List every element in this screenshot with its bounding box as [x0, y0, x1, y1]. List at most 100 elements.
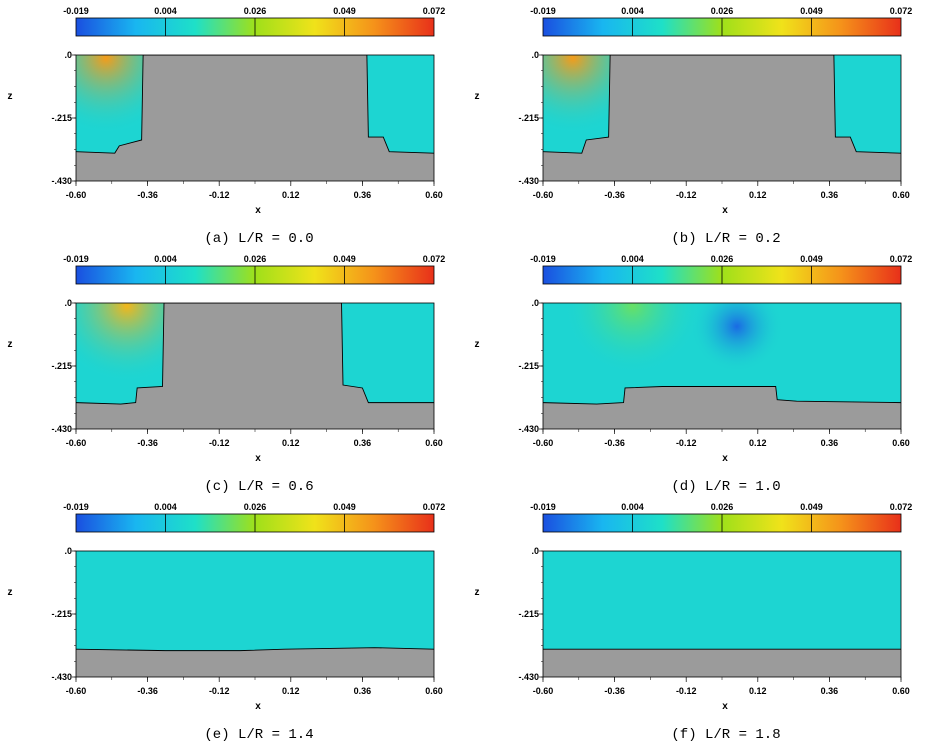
y-axis-label: z [475, 587, 480, 598]
x-tick-label: 0.60 [425, 190, 443, 200]
panel-caption: (e) L/R = 1.4 [204, 727, 313, 741]
y-tick-label: .0 [531, 298, 539, 308]
y-axis-label: z [8, 587, 13, 598]
x-tick-label: 0.60 [892, 686, 910, 696]
y-tick-label: .0 [531, 546, 539, 556]
x-tick-label: -0.60 [66, 438, 87, 448]
x-axis-label: x [255, 205, 261, 216]
field-layer [76, 55, 434, 181]
field-layer [543, 55, 901, 181]
y-tick-label: -.215 [518, 609, 539, 619]
x-tick-label: 0.12 [282, 190, 300, 200]
colorbar-tick-label: 0.072 [423, 6, 446, 16]
x-tick-label: -0.12 [209, 686, 230, 696]
colorbar-tick-label: 0.049 [800, 6, 823, 16]
field-layer [543, 303, 901, 429]
x-axis-label: x [722, 701, 728, 712]
y-tick-label: -.215 [518, 361, 539, 371]
x-tick-label: -0.36 [137, 190, 158, 200]
colorbar-tick-label: 0.004 [154, 502, 177, 512]
colorbar-tick-label: 0.004 [621, 502, 644, 512]
colorbar-tick-label: -0.019 [63, 6, 89, 16]
x-axis-label: x [255, 701, 261, 712]
y-tick-label: -.215 [518, 113, 539, 123]
colorbar-tick-label: -0.019 [530, 6, 556, 16]
colorbar-tick-label: 0.072 [423, 502, 446, 512]
solid-region [543, 649, 901, 677]
panel-caption: (f) L/R = 1.8 [671, 727, 780, 741]
x-tick-label: 0.60 [892, 438, 910, 448]
colorbar-tick-label: 0.049 [333, 502, 356, 512]
x-tick-label: 0.36 [821, 686, 839, 696]
x-tick-label: 0.12 [282, 686, 300, 696]
panel-caption: (d) L/R = 1.0 [671, 479, 780, 495]
colorbar-tick-label: -0.019 [530, 502, 556, 512]
field-layer [76, 551, 434, 677]
solid-region [543, 386, 901, 429]
x-tick-label: 0.12 [749, 686, 767, 696]
colorbar-tick-label: 0.004 [154, 6, 177, 16]
x-tick-label: 0.12 [749, 190, 767, 200]
x-tick-label: 0.36 [354, 190, 372, 200]
x-tick-label: -0.60 [66, 686, 87, 696]
x-tick-label: -0.60 [533, 190, 554, 200]
panel-b: -0.019 0.004 0.026 0.049 0.072 .0 -.215 -.430 z -… [475, 6, 913, 247]
x-tick-label: -0.36 [604, 686, 625, 696]
solid-region [76, 647, 434, 677]
y-axis-label: z [8, 339, 13, 350]
colorbar-tick-label: 0.049 [333, 254, 356, 264]
colorbar-tick-label: 0.049 [333, 6, 356, 16]
x-tick-label: -0.60 [533, 686, 554, 696]
bed-outline [76, 647, 434, 652]
colorbar-tick-label: 0.072 [423, 254, 446, 264]
bed-outline [543, 55, 901, 154]
panel-e: -0.019 0.004 0.026 0.049 0.072 .0 -.215 -.430 z -… [8, 502, 446, 741]
x-tick-label: -0.12 [676, 190, 697, 200]
x-tick-label: -0.12 [209, 190, 230, 200]
panel-caption: (a) L/R = 0.0 [204, 231, 313, 247]
colorbar-tick-label: 0.026 [711, 6, 734, 16]
x-tick-label: 0.60 [425, 438, 443, 448]
x-tick-label: 0.60 [425, 686, 443, 696]
panel-c: -0.019 0.004 0.026 0.049 0.072 .0 -.215 -.430 z -… [8, 254, 446, 495]
x-tick-label: 0.12 [282, 438, 300, 448]
x-tick-label: -0.60 [66, 190, 87, 200]
x-tick-label: -0.12 [676, 686, 697, 696]
y-tick-label: -.215 [51, 113, 72, 123]
bed-outline [76, 303, 434, 405]
y-tick-label: -.430 [51, 176, 72, 186]
colorbar-tick-label: 0.004 [621, 254, 644, 264]
x-tick-label: 0.36 [821, 438, 839, 448]
x-tick-label: 0.12 [749, 438, 767, 448]
colorbar-tick-label: 0.072 [890, 6, 913, 16]
colorbar-tick-label: -0.019 [63, 254, 89, 264]
colorbar-tick-label: -0.019 [63, 502, 89, 512]
colorbar-tick-label: 0.026 [711, 254, 734, 264]
y-tick-label: -.430 [518, 176, 539, 186]
y-tick-label: -.430 [51, 424, 72, 434]
x-tick-label: 0.36 [354, 438, 372, 448]
panel-caption: (b) L/R = 0.2 [671, 231, 780, 247]
y-tick-label: .0 [64, 546, 72, 556]
colorbar-tick-label: 0.049 [800, 254, 823, 264]
y-tick-label: -.215 [51, 609, 72, 619]
x-tick-label: -0.36 [137, 686, 158, 696]
solid-region [543, 55, 901, 181]
x-tick-label: -0.12 [209, 438, 230, 448]
x-axis-label: x [722, 453, 728, 464]
solid-region [76, 303, 434, 429]
x-tick-label: 0.36 [821, 190, 839, 200]
bed-outline [543, 386, 901, 405]
panel-d: -0.019 0.004 0.026 0.049 0.072 .0 -.215 -.430 z -… [475, 254, 913, 495]
y-tick-label: -.430 [518, 424, 539, 434]
panel-f: -0.019 0.004 0.026 0.049 0.072 .0 -.215 -.430 z -… [475, 502, 913, 741]
colorbar-tick-label: 0.026 [711, 502, 734, 512]
y-tick-label: -.430 [518, 672, 539, 682]
colorbar-tick-label: 0.026 [244, 6, 267, 16]
field-layer [543, 551, 901, 677]
y-axis-label: z [8, 91, 13, 102]
x-tick-label: -0.12 [676, 438, 697, 448]
colorbar-tick-label: 0.072 [890, 502, 913, 512]
x-tick-label: 0.36 [354, 686, 372, 696]
